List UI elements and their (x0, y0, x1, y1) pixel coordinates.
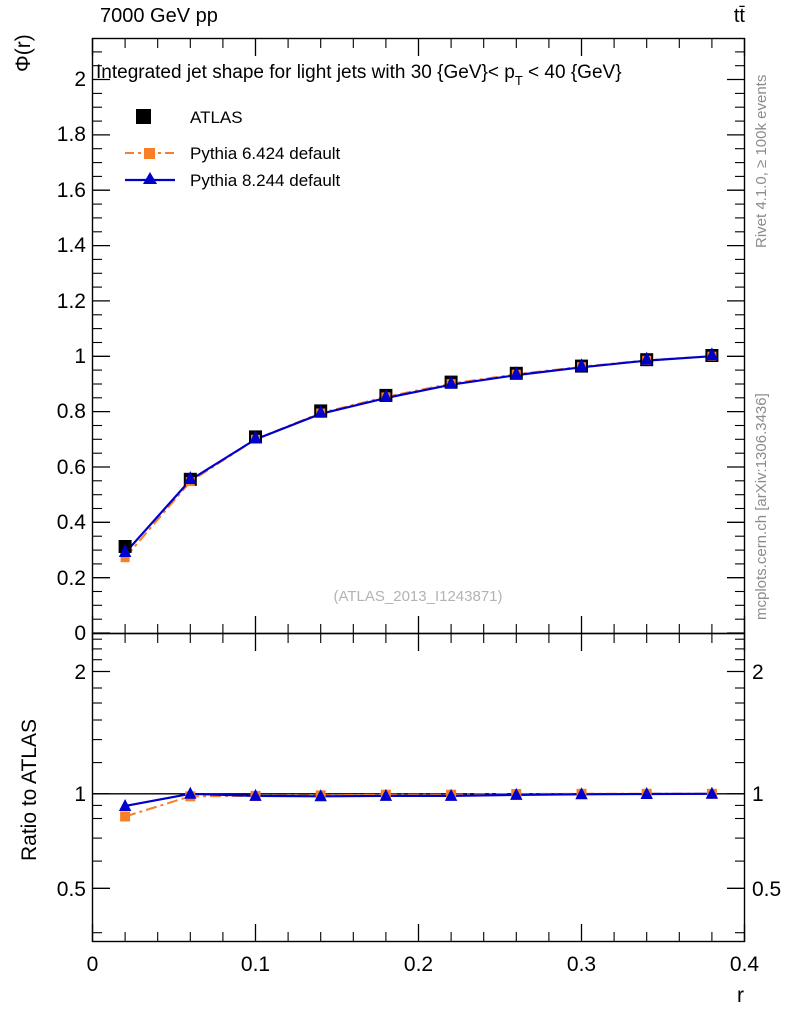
ratio-x-tick-labels: 0 0.1 0.2 0.3 0.4 (87, 953, 760, 976)
svg-text:2: 2 (752, 661, 764, 684)
legend-marker-pythia6 (144, 148, 155, 159)
series-markers-pythia8 (118, 347, 719, 557)
ratio-y-axis-label: Ratio to ATLAS (18, 719, 41, 861)
series-markers-atlas (118, 349, 719, 553)
side-note-rivet: Rivet 4.1.0, ≥ 100k events (753, 75, 770, 248)
main-y-axis-label: Φ(r) (12, 34, 35, 72)
ratio-line-pythia6 (124, 792, 712, 818)
legend-marker-atlas (136, 109, 151, 124)
x-axis-label: r (737, 984, 744, 1007)
svg-text:0.4: 0.4 (57, 511, 87, 534)
svg-text:0: 0 (74, 622, 86, 645)
svg-text:1.6: 1.6 (57, 179, 86, 202)
svg-text:1.2: 1.2 (57, 290, 86, 313)
header-process-label: tt̄ (734, 5, 746, 27)
svg-text:1: 1 (752, 783, 764, 806)
svg-text:0.8: 0.8 (57, 400, 86, 423)
svg-text:1.4: 1.4 (57, 234, 87, 257)
series-line-pythia8 (124, 355, 712, 554)
main-y-tick-labels: 0 0.2 0.4 0.6 0.8 1 1.2 1.4 1.6 1.8 2 (57, 68, 87, 645)
svg-text:0.5: 0.5 (57, 878, 86, 901)
svg-text:0: 0 (87, 953, 99, 976)
legend: ATLAS Pythia 6.424 default Pythia 8.244 … (125, 108, 341, 190)
ratio-y-ticks (92, 638, 745, 934)
legend-label-pythia8: Pythia 8.244 default (190, 171, 341, 190)
svg-text:1: 1 (74, 783, 86, 806)
svg-text:1: 1 (74, 345, 86, 368)
svg-text:0.5: 0.5 (752, 878, 781, 901)
main-plot-title: Integrated jet shape for light jets with… (96, 62, 622, 88)
main-plot-frame (91, 37, 746, 635)
svg-text:0.1: 0.1 (241, 953, 270, 976)
svg-text:0.6: 0.6 (57, 456, 86, 479)
legend-marker-pythia8 (143, 172, 157, 184)
series-markers-pythia6 (120, 351, 717, 563)
svg-text:0.3: 0.3 (567, 953, 596, 976)
ratio-y-tick-labels: 0.5 1 2 0.5 1 2 (57, 661, 781, 901)
series-line-pythia6 (124, 355, 712, 559)
legend-label-atlas: ATLAS (190, 108, 243, 127)
svg-text:0.2: 0.2 (57, 567, 86, 590)
svg-text:2: 2 (74, 68, 86, 91)
svg-text:0.4: 0.4 (730, 953, 760, 976)
legend-label-pythia6: Pythia 6.424 default (190, 144, 341, 163)
svg-text:1.8: 1.8 (57, 123, 86, 146)
svg-text:2: 2 (74, 661, 86, 684)
ratio-line-pythia8 (124, 792, 712, 808)
side-note-mcplots: mcplots.cern.ch [arXiv:1306.3436] (753, 393, 770, 620)
ratio-x-ticks (91, 633, 746, 942)
analysis-watermark: (ATLAS_2013_I1243871) (333, 588, 502, 605)
main-y-ticks (92, 51, 745, 634)
header-beam-label: 7000 GeV pp (100, 5, 218, 27)
main-x-ticks (91, 38, 746, 633)
ratio-markers-pythia8 (118, 786, 719, 811)
svg-text:0.2: 0.2 (404, 953, 433, 976)
